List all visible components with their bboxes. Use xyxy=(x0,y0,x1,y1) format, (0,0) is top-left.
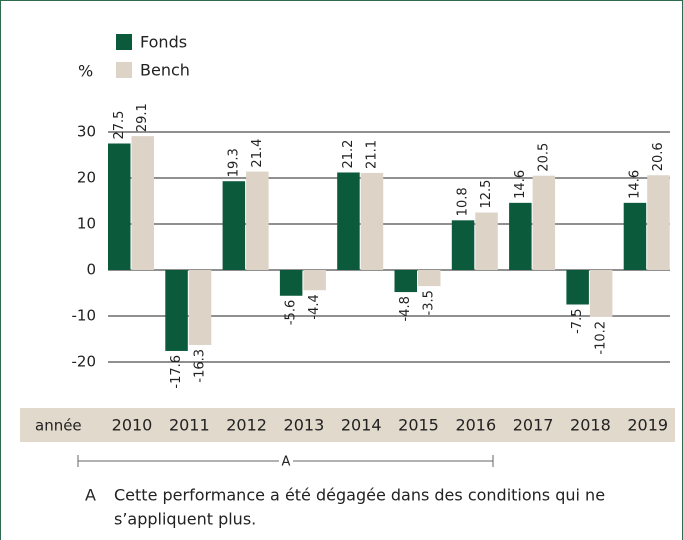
value-label: 14.6 xyxy=(513,170,528,199)
bracket-label: A xyxy=(282,455,291,470)
y-tick-label: -10 xyxy=(72,307,97,325)
bar xyxy=(532,175,556,270)
x-tick-label: 2017 xyxy=(513,416,554,435)
unit-label: % xyxy=(78,62,93,81)
year-band xyxy=(20,408,675,442)
bar xyxy=(222,181,246,270)
x-tick-label: 2015 xyxy=(398,416,439,435)
legend-label: Bench xyxy=(140,61,190,80)
note-marker: A xyxy=(85,486,96,505)
legend-swatch xyxy=(116,62,132,78)
bar xyxy=(131,136,154,270)
value-label: 29.1 xyxy=(135,103,150,132)
value-label: 12.5 xyxy=(479,180,494,209)
value-label: 21.2 xyxy=(341,140,356,169)
bar xyxy=(647,175,670,270)
y-tick-label: 20 xyxy=(77,169,96,187)
value-label: 21.1 xyxy=(364,140,379,169)
value-label: 10.8 xyxy=(456,187,471,216)
value-label: -7.5 xyxy=(570,309,585,334)
bar xyxy=(451,220,475,270)
bar xyxy=(279,270,303,296)
note-text: s’appliquent plus. xyxy=(114,510,256,529)
value-label: 20.6 xyxy=(651,142,666,171)
bar xyxy=(360,172,384,270)
x-tick-label: 2014 xyxy=(341,416,382,435)
value-label: 19.3 xyxy=(226,148,241,177)
bracket-label-bg xyxy=(279,453,293,469)
value-label: -17.6 xyxy=(169,355,184,389)
legend-label: Fonds xyxy=(140,33,187,52)
x-label: année xyxy=(35,417,82,435)
x-tick-label: 2013 xyxy=(284,416,325,435)
y-tick-label: 10 xyxy=(77,215,96,233)
bar xyxy=(108,143,131,270)
bar xyxy=(246,171,269,270)
y-tick-label: 0 xyxy=(86,261,96,279)
value-label: 14.6 xyxy=(627,170,642,199)
bar xyxy=(337,172,360,270)
y-tick-label: -20 xyxy=(72,353,97,371)
value-label: -4.8 xyxy=(398,296,413,321)
value-label: 21.4 xyxy=(250,139,265,168)
value-label: -10.2 xyxy=(594,321,609,355)
x-tick-label: 2012 xyxy=(226,416,267,435)
bar xyxy=(623,202,647,270)
x-tick-label: 2011 xyxy=(169,416,210,435)
note-text: Cette performance a été dégagée dans des… xyxy=(114,486,605,505)
value-label: 20.5 xyxy=(536,143,551,172)
bar xyxy=(509,202,532,270)
x-tick-label: 2010 xyxy=(112,416,153,435)
legend-swatch xyxy=(116,34,132,50)
value-label: 27.5 xyxy=(112,111,127,140)
bar xyxy=(303,270,326,291)
bar xyxy=(475,212,498,270)
y-tick-label: 30 xyxy=(77,123,96,141)
bar xyxy=(566,270,589,305)
value-label: -4.4 xyxy=(307,294,322,319)
value-label: -3.5 xyxy=(422,290,437,315)
bar xyxy=(394,270,417,293)
bar xyxy=(589,270,613,317)
bar xyxy=(188,270,212,345)
value-label: -5.6 xyxy=(284,300,299,325)
value-label: -16.3 xyxy=(193,349,208,383)
x-tick-label: 2019 xyxy=(627,416,668,435)
x-tick-label: 2016 xyxy=(455,416,496,435)
bar xyxy=(165,270,188,351)
x-tick-label: 2018 xyxy=(570,416,611,435)
bar xyxy=(418,270,441,287)
